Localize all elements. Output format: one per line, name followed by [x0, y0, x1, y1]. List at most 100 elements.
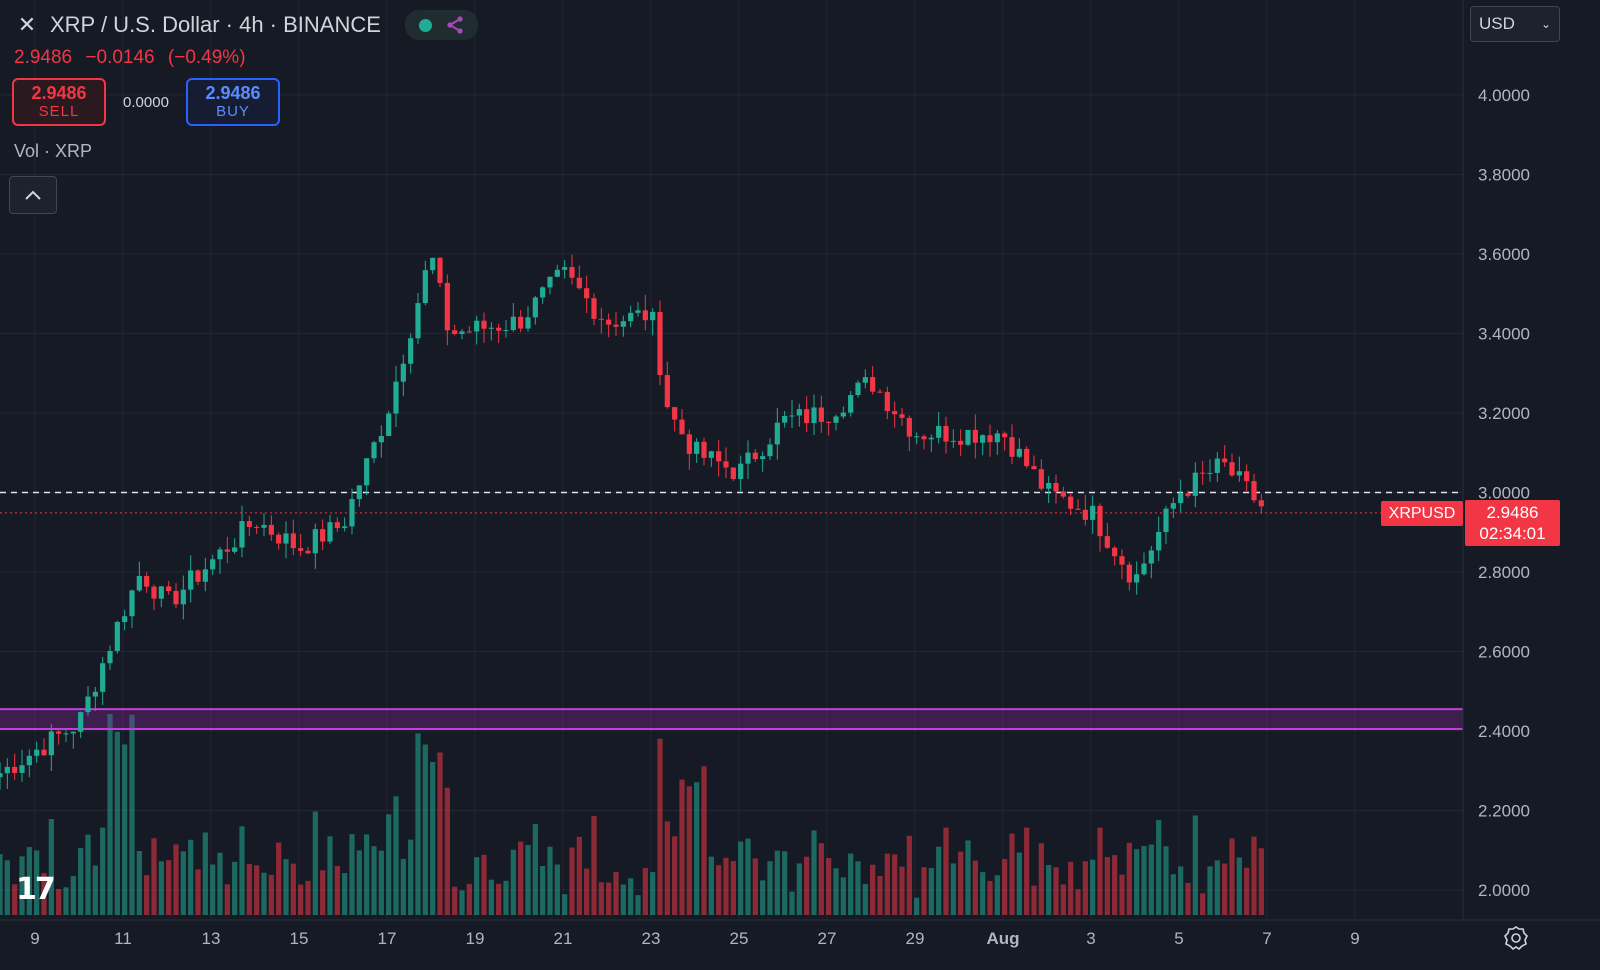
volume-bar — [606, 882, 612, 915]
candle — [195, 569, 201, 586]
candlestick-series — [0, 254, 1264, 790]
volume-bar — [928, 868, 934, 915]
candle — [914, 432, 920, 445]
candle — [4, 758, 10, 789]
time-axis[interactable]: 9 11 13 15 17 19 21 23 25 27 29 Aug 3 5 7 9 — [30, 929, 1359, 948]
candle — [1119, 549, 1125, 580]
candle — [862, 369, 868, 389]
candle — [606, 313, 612, 338]
volume-bar — [994, 875, 1000, 915]
candle — [408, 333, 414, 374]
tradingview-logo-icon[interactable]: 17 — [16, 872, 56, 907]
time-tick-label: 15 — [290, 929, 309, 948]
candle — [818, 395, 824, 433]
candle — [672, 406, 678, 432]
buy-label: BUY — [216, 102, 250, 120]
time-tick-label: 9 — [1350, 929, 1359, 948]
candle — [708, 450, 714, 467]
candle — [180, 575, 186, 620]
volume-bar — [305, 880, 311, 915]
candle — [1075, 499, 1081, 510]
volume-bar — [290, 863, 296, 915]
volume-bar — [738, 841, 744, 915]
price-tick-label: 2.0000 — [1478, 881, 1530, 900]
volume-bar — [1192, 815, 1198, 915]
candle — [943, 416, 949, 454]
volume-bar — [1075, 889, 1081, 915]
volume-bar — [518, 841, 524, 915]
candle — [356, 485, 362, 507]
volume-bar — [554, 864, 560, 915]
chevron-down-icon: ⌄ — [1540, 17, 1551, 31]
candle — [400, 354, 406, 397]
close-icon[interactable]: ✕ — [17, 12, 37, 37]
candle — [811, 394, 817, 436]
candle — [884, 386, 890, 420]
price-zone[interactable] — [0, 708, 1463, 731]
candle — [246, 515, 252, 536]
time-tick-label: 17 — [378, 929, 397, 948]
buy-button[interactable]: 2.9486 BUY — [186, 78, 280, 126]
volume-bar — [26, 847, 32, 915]
candle — [958, 429, 964, 456]
candle — [92, 686, 98, 711]
volume-bar — [716, 865, 722, 915]
candle — [320, 519, 326, 551]
symbol-title[interactable]: XRP / U.S. Dollar · 4h · BINANCE — [50, 12, 381, 37]
candle — [1185, 490, 1191, 499]
volume-bar — [848, 853, 854, 915]
volume-bar — [415, 733, 421, 915]
candle — [877, 389, 883, 394]
candle — [1251, 474, 1257, 504]
volume-bar — [620, 884, 626, 915]
candle — [1016, 438, 1022, 459]
candle — [56, 729, 62, 745]
candle — [554, 264, 560, 278]
volume-indicator-label[interactable]: Vol · XRP — [14, 141, 93, 161]
candle — [701, 437, 707, 466]
candle — [848, 391, 854, 417]
volume-bar — [4, 860, 10, 915]
volume-bar — [408, 839, 414, 915]
volume-bar — [914, 897, 920, 915]
volume-bar — [342, 873, 348, 915]
candle — [173, 583, 179, 608]
candle — [510, 302, 516, 332]
candle — [444, 274, 450, 346]
gear-icon[interactable] — [1504, 926, 1528, 950]
volume-bar — [657, 738, 663, 915]
price-axis[interactable]: 4.0000 3.8000 3.6000 3.4000 3.2000 3.0000 2.80… — [1478, 86, 1530, 900]
candle — [540, 286, 546, 304]
sell-button[interactable]: 2.9486 SELL — [12, 78, 106, 126]
collapse-legend-button[interactable] — [9, 176, 57, 214]
currency-selector[interactable]: USD ⌄ — [1470, 6, 1560, 42]
volume-bar — [232, 861, 238, 915]
volume-bar — [78, 848, 84, 915]
candle — [833, 414, 839, 431]
volume-bar — [936, 846, 942, 915]
status-pill[interactable] — [404, 10, 478, 40]
candle — [525, 306, 531, 332]
candle — [349, 488, 355, 535]
candle — [642, 294, 648, 331]
time-tick-label: 27 — [818, 929, 837, 948]
volume-bar — [1112, 855, 1118, 915]
volume-bar — [1214, 860, 1220, 915]
candle — [19, 749, 25, 782]
volume-bar — [217, 852, 223, 915]
volume-bar — [532, 824, 538, 915]
volume-bar — [826, 858, 832, 915]
candle — [1097, 503, 1103, 552]
candle — [576, 265, 582, 290]
price-tick-label: 2.6000 — [1478, 643, 1530, 662]
volume-bar — [210, 864, 216, 915]
price-tick-label: 2.4000 — [1478, 722, 1530, 741]
candle — [290, 519, 296, 556]
volume-bar — [672, 836, 678, 915]
horizontal-lines[interactable] — [0, 491, 1463, 514]
candle — [224, 536, 230, 564]
volume-bar — [664, 821, 670, 915]
volume-bar — [386, 814, 392, 915]
sell-label: SELL — [38, 102, 80, 120]
